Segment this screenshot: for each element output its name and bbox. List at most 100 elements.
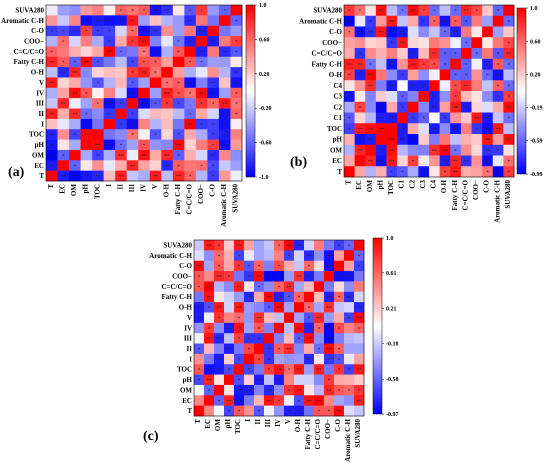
- heatmap-cell: [407, 166, 419, 178]
- heatmap-cell: [450, 101, 462, 113]
- significance-mark: *: [198, 276, 201, 281]
- significance-mark: *: [507, 63, 510, 68]
- heatmap-cell: [284, 333, 295, 344]
- heatmap-cell: [46, 36, 58, 47]
- heatmap-cell: [324, 395, 335, 406]
- significance-mark: **: [297, 327, 303, 332]
- heatmap-cell: [207, 46, 220, 58]
- colorbar: [372, 237, 383, 415]
- heatmap-cell: [274, 281, 285, 293]
- colorbar-tick-label: 0.60: [259, 37, 270, 43]
- significance-mark: **: [432, 96, 438, 101]
- heatmap-cell: [126, 15, 139, 26]
- heatmap-cell: [184, 77, 197, 89]
- significance-mark: *: [258, 265, 261, 270]
- heatmap-cell: [334, 271, 345, 282]
- heatmap-cell: [450, 80, 462, 92]
- heatmap-cell: [460, 166, 472, 178]
- heatmap-cell: [184, 118, 197, 130]
- heatmap-cell: [230, 36, 243, 47]
- heatmap-cell: [103, 139, 116, 151]
- column-label: Fatty C-H: [304, 418, 312, 449]
- significance-mark: *: [338, 244, 341, 249]
- heatmap-cell: [429, 134, 440, 146]
- significance-mark: *: [486, 74, 489, 79]
- heatmap-cell: [344, 374, 355, 386]
- heatmap-cell: [194, 333, 205, 344]
- heatmap-cell: [214, 250, 225, 261]
- heatmap-cell: [375, 134, 387, 146]
- colorbar-tick-label: -0.60: [259, 141, 272, 147]
- significance-mark: *: [465, 74, 468, 79]
- significance-mark: **: [222, 113, 228, 118]
- heatmap-cell: [450, 48, 462, 60]
- significance-mark: *: [131, 72, 134, 77]
- significance-mark: **: [307, 358, 313, 363]
- heatmap-cell: [375, 112, 387, 124]
- heatmap-cell: [57, 160, 70, 171]
- heatmap-cell: [126, 67, 139, 78]
- heatmap-cell: [103, 46, 116, 58]
- heatmap-cell: [354, 101, 366, 113]
- significance-mark: *: [507, 85, 510, 90]
- heatmap-cell: [46, 149, 58, 161]
- significance-mark: *: [198, 348, 201, 353]
- heatmap-cell: [274, 240, 285, 251]
- colorbar-tick-label: -0.19: [530, 105, 543, 111]
- heatmap-cell: [274, 333, 285, 344]
- heatmap-cell: [492, 123, 504, 135]
- significance-mark: *: [507, 42, 510, 47]
- significance-mark: **: [453, 31, 459, 36]
- significance-mark: *: [288, 389, 291, 394]
- significance-mark: **: [287, 286, 293, 291]
- significance-mark: **: [327, 327, 333, 332]
- significance-mark: *: [507, 117, 510, 122]
- heatmap-cell: [460, 155, 472, 167]
- heatmap-cell: [80, 77, 93, 89]
- significance-mark: *: [444, 171, 447, 176]
- significance-mark: *: [338, 327, 341, 332]
- significance-mark: **: [61, 103, 67, 108]
- heatmap-cell: [354, 240, 365, 251]
- heatmap-cell: [375, 69, 387, 81]
- heatmap-cell: [46, 118, 58, 130]
- significance-mark: *: [401, 96, 404, 101]
- row-label: SUVA280: [15, 6, 44, 14]
- row-label: V: [187, 314, 192, 322]
- significance-mark: *: [218, 265, 221, 270]
- heatmap-cell: [161, 160, 174, 171]
- heatmap-cell: [115, 139, 128, 151]
- heatmap-cell: [386, 48, 398, 60]
- heatmap-cell: [344, 364, 355, 375]
- significance-mark: *: [238, 358, 241, 363]
- significance-mark: **: [207, 296, 213, 301]
- heatmap-cell: [314, 281, 325, 293]
- heatmap-cell: [214, 260, 225, 272]
- column-label: pH: [376, 179, 384, 189]
- significance-mark: **: [442, 149, 448, 154]
- heatmap-cell: [294, 353, 305, 365]
- heatmap-cell: [69, 160, 81, 171]
- heatmap-cell: [492, 37, 504, 49]
- significance-mark: *: [62, 41, 65, 46]
- significance-mark: **: [389, 63, 395, 68]
- heatmap-cell: [460, 58, 472, 70]
- heatmap-cell: [354, 112, 366, 124]
- heatmap-cell: [407, 26, 419, 38]
- heatmap-cell: [244, 291, 255, 303]
- heatmap-cell: [194, 312, 205, 324]
- heatmap-cell: [234, 291, 245, 303]
- heatmap-cell: [218, 46, 231, 58]
- heatmap-cell: [418, 69, 430, 81]
- heatmap-cell: [503, 134, 515, 146]
- significance-mark: *: [218, 255, 221, 260]
- heatmap-cell: [344, 333, 355, 344]
- heatmap-cell: [386, 134, 398, 146]
- heatmap-cell: [57, 118, 70, 130]
- heatmap-panel-3: ** * ** * ** ** * ** * * ** ** *** * * * * * * ** ** ** * * ** **…: [143, 236, 399, 462]
- heatmap-cell: [492, 5, 504, 17]
- heatmap-cell: [471, 166, 483, 178]
- heatmap-cell: [294, 322, 305, 334]
- colorbar-tick-label: -0.18: [386, 341, 399, 347]
- significance-mark: *: [62, 30, 65, 35]
